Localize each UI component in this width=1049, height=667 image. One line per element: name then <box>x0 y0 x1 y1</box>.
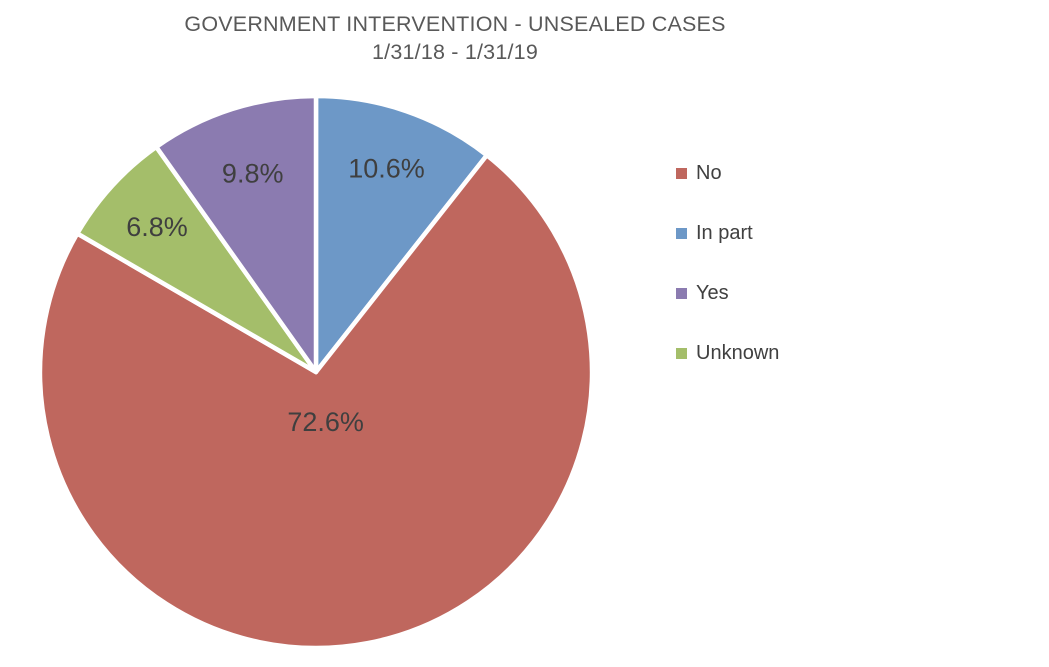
data-label-no: 72.6% <box>287 407 364 437</box>
legend-label-unknown: Unknown <box>696 341 780 364</box>
legend-swatch-in-part <box>676 227 687 239</box>
pie-slice-yes <box>154 93 319 375</box>
chart-title-line1: GOVERNMENT INTERVENTION - UNSEALED CASES <box>184 12 726 36</box>
legend-item-unknown: Unknown <box>676 341 779 365</box>
data-label-yes: 9.8% <box>222 159 284 189</box>
pie-slice-in-part <box>313 93 490 375</box>
legend-swatch-yes <box>676 287 687 299</box>
legend-item-yes: Yes <box>676 281 779 305</box>
legend-label-no: No <box>696 161 722 184</box>
legend-label-yes: Yes <box>696 281 729 304</box>
legend: No In part Yes Unknown <box>676 161 779 401</box>
data-label-in-part: 10.6% <box>348 154 425 184</box>
pie-slice-no <box>37 152 595 651</box>
legend-item-no: No <box>676 161 779 185</box>
legend-label-in-part: In part <box>696 221 753 244</box>
chart-title: GOVERNMENT INTERVENTION - UNSEALED CASES… <box>0 10 910 66</box>
legend-item-in-part: In part <box>676 221 779 245</box>
legend-swatch-unknown <box>676 347 687 359</box>
data-label-unknown: 6.8% <box>126 212 188 242</box>
legend-swatch-no <box>676 167 687 179</box>
chart-title-line2: 1/31/18 - 1/31/19 <box>372 40 538 64</box>
pie-slice-unknown <box>75 144 319 375</box>
